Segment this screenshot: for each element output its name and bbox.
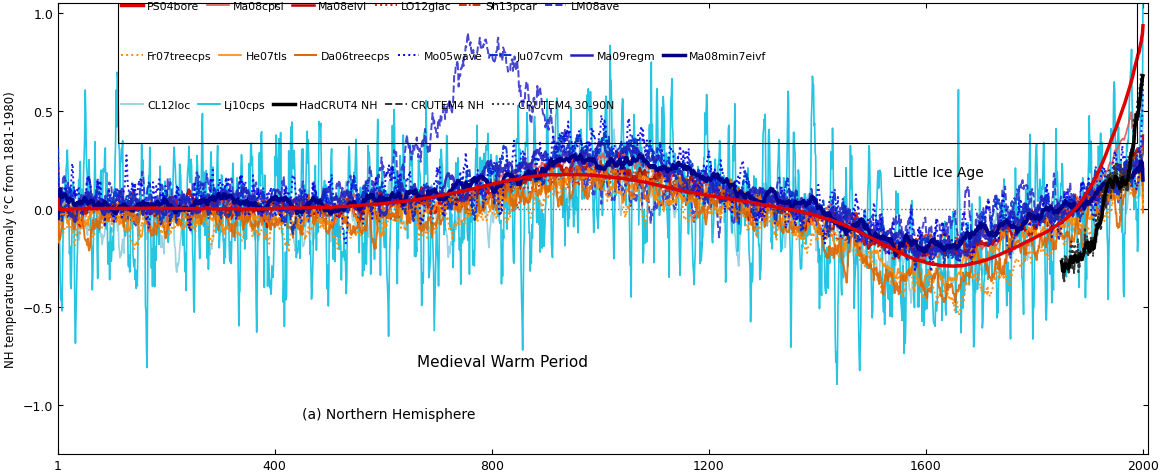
Text: Little Ice Age: Little Ice Age bbox=[893, 165, 984, 179]
Legend: CL12loc, Lj10cps, HadCRUT4 NH, CRUTEM4 NH, CRUTEM4 30-90N: CL12loc, Lj10cps, HadCRUT4 NH, CRUTEM4 N… bbox=[121, 101, 615, 111]
Y-axis label: NH temperature anomaly (°C from 1881-1980): NH temperature anomaly (°C from 1881-198… bbox=[5, 91, 17, 367]
Text: (a) Northern Hemisphere: (a) Northern Hemisphere bbox=[301, 407, 475, 421]
Text: Medieval Warm Period: Medieval Warm Period bbox=[417, 355, 588, 369]
